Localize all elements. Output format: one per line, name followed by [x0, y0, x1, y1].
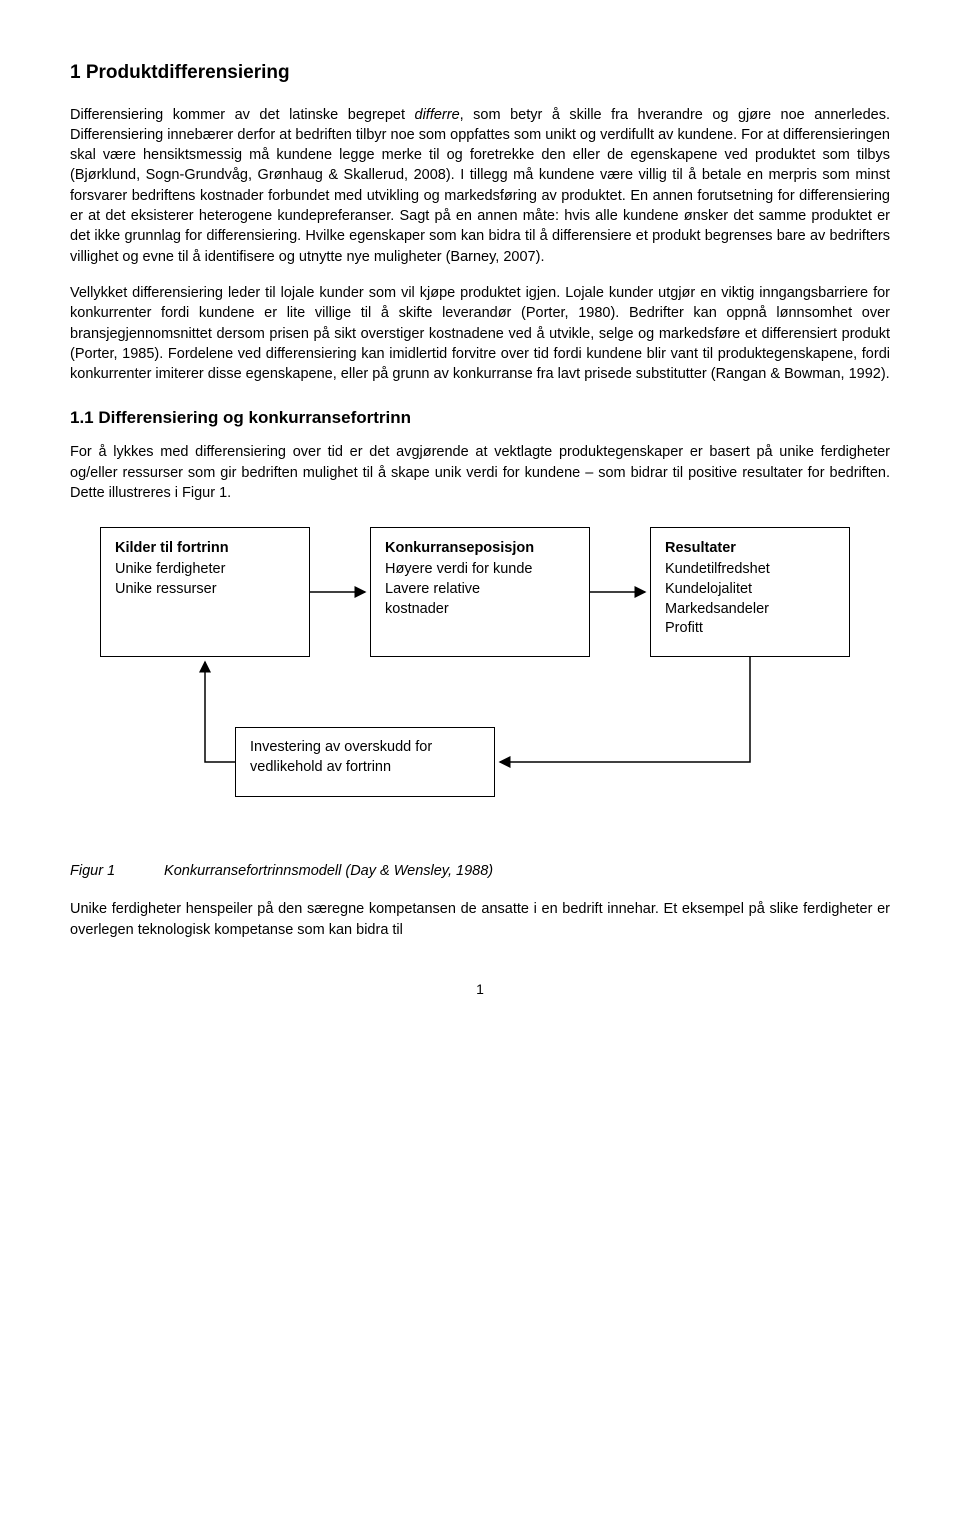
para1-part-b: , som betyr å skille fra hverandre og gj…: [70, 107, 890, 265]
box2-title: Konkurranseposisjon: [385, 538, 575, 558]
box1-title: Kilder til fortrinn: [115, 538, 295, 558]
box1-line-0: Unike ferdigheter: [115, 560, 295, 580]
box-resultater: Resultater Kundetilfredshet Kundelojalit…: [650, 527, 850, 657]
arrow-4-to-1: [195, 657, 240, 767]
arrow-3-to-4: [495, 657, 755, 767]
box3-line-3: Profitt: [665, 619, 835, 639]
box3-line-0: Kundetilfredshet: [665, 560, 835, 580]
arrow-1-to-2: [310, 582, 370, 602]
box3-title: Resultater: [665, 538, 835, 558]
flowchart-diagram: Kilder til fortrinn Unike ferdigheter Un…: [100, 527, 880, 837]
figure-label: Figur 1: [70, 861, 160, 881]
figure-caption: Figur 1 Konkurransefortrinnsmodell (Day …: [70, 861, 890, 881]
paragraph-3: For å lykkes med differensiering over ti…: [70, 442, 890, 503]
box4-line-0: Investering av overskudd for: [250, 738, 480, 758]
box3-line-2: Markedsandeler: [665, 600, 835, 620]
box2-line-2: kostnader: [385, 600, 575, 620]
paragraph-1: Differensiering kommer av det latinske b…: [70, 105, 890, 267]
box-konkurranseposisjon: Konkurranseposisjon Høyere verdi for kun…: [370, 527, 590, 657]
para1-part-a: Differensiering kommer av det latinske b…: [70, 107, 415, 123]
box2-line-1: Lavere relative: [385, 580, 575, 600]
para1-italic-term: differre: [415, 107, 460, 123]
box4-line-1: vedlikehold av fortrinn: [250, 758, 480, 778]
paragraph-2: Vellykket differensiering leder til loja…: [70, 283, 890, 384]
box2-line-0: Høyere verdi for kunde: [385, 560, 575, 580]
figure-caption-text: Konkurransefortrinnsmodell (Day & Wensle…: [164, 863, 493, 879]
box-kilder-til-fortrinn: Kilder til fortrinn Unike ferdigheter Un…: [100, 527, 310, 657]
box3-line-1: Kundelojalitet: [665, 580, 835, 600]
box1-line-1: Unike ressurser: [115, 580, 295, 600]
heading-1: 1 Produktdifferensiering: [70, 60, 890, 87]
heading-2: 1.1 Differensiering og konkurransefortri…: [70, 406, 890, 430]
page-number: 1: [70, 980, 890, 1000]
arrow-2-to-3: [590, 582, 650, 602]
paragraph-4: Unike ferdigheter henspeiler på den sære…: [70, 899, 890, 940]
box-investering: Investering av overskudd for vedlikehold…: [235, 727, 495, 797]
